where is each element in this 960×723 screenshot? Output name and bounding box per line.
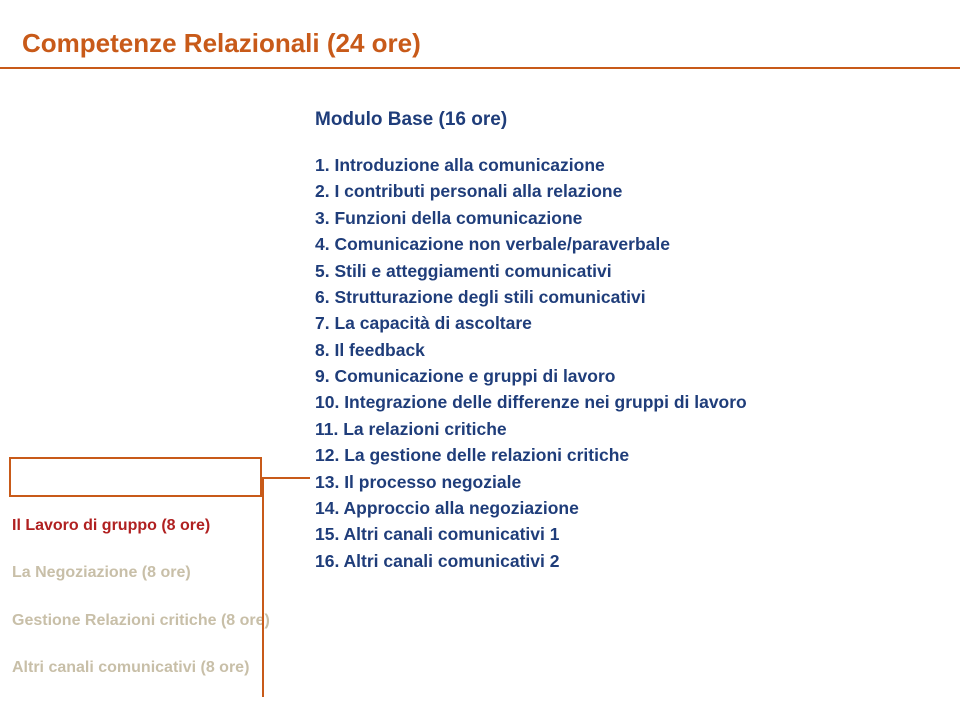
title-underline xyxy=(0,67,960,69)
sidebar-connector-line xyxy=(262,477,264,697)
sidebar-item-lavoro-gruppo: Il Lavoro di gruppo (8 ore) xyxy=(0,516,305,535)
content-area: Modulo Base (16 ore) Il Lavoro di gruppo… xyxy=(0,109,960,705)
section-heading: Modulo Base (16 ore) xyxy=(315,109,960,131)
sidebar-connector-top xyxy=(262,477,310,479)
list-item: 9. Comunicazione e gruppi di lavoro xyxy=(315,364,960,389)
list-item: 5. Stili e atteggiamenti comunicativi xyxy=(315,259,960,284)
sidebar: Modulo Base (16 ore) Il Lavoro di gruppo… xyxy=(0,469,305,677)
list-item: 11. La relazioni critiche xyxy=(315,417,960,442)
list-item: 10. Integrazione delle differenze nei gr… xyxy=(315,390,960,415)
sidebar-item-relazioni-critiche: Gestione Relazioni critiche (8 ore) xyxy=(0,611,305,630)
list-item: 12. La gestione delle relazioni critiche xyxy=(315,443,960,468)
list-item: 1. Introduzione alla comunicazione xyxy=(315,153,960,178)
sidebar-highlight-box xyxy=(9,457,262,497)
sidebar-column: Modulo Base (16 ore) Il Lavoro di gruppo… xyxy=(0,109,305,705)
main-content: Modulo Base (16 ore) 1. Introduzione all… xyxy=(305,109,960,705)
list-item: 2. I contributi personali alla relazione xyxy=(315,179,960,204)
list-item: 6. Strutturazione degli stili comunicati… xyxy=(315,285,960,310)
list-item: 15. Altri canali comunicativi 1 xyxy=(315,522,960,547)
sidebar-item-altri-canali: Altri canali comunicativi (8 ore) xyxy=(0,658,305,677)
list-item: 16. Altri canali comunicativi 2 xyxy=(315,549,960,574)
list-item: 14. Approccio alla negoziazione xyxy=(315,496,960,521)
sidebar-item-negoziazione: La Negoziazione (8 ore) xyxy=(0,563,305,582)
page-title: Competenze Relazionali (24 ore) xyxy=(0,0,960,59)
list-item: 8. Il feedback xyxy=(315,338,960,363)
list-item: 3. Funzioni della comunicazione xyxy=(315,206,960,231)
list-item: 4. Comunicazione non verbale/paraverbale xyxy=(315,232,960,257)
content-list: 1. Introduzione alla comunicazione 2. I … xyxy=(315,153,960,574)
list-item: 13. Il processo negoziale xyxy=(315,470,960,495)
list-item: 7. La capacità di ascoltare xyxy=(315,311,960,336)
